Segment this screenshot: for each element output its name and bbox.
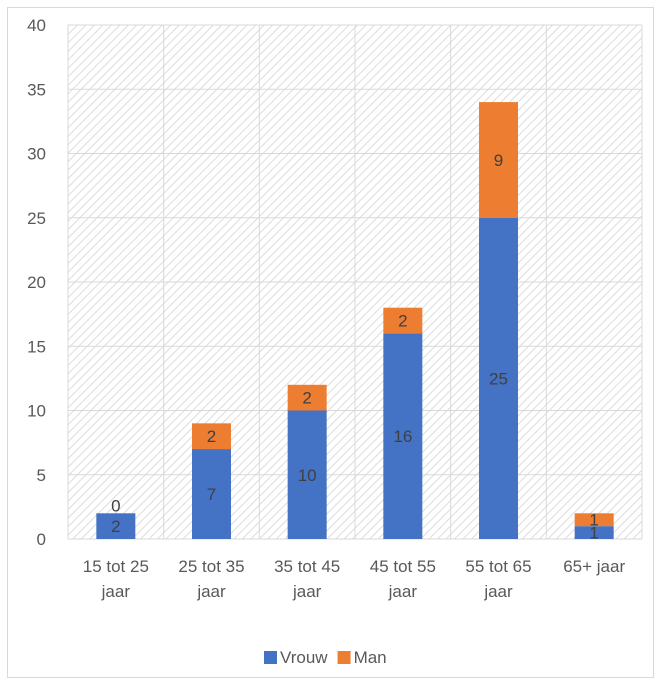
data-label: 0	[111, 496, 120, 515]
gridlines	[67, 24, 643, 540]
data-label: 25	[489, 369, 508, 388]
bar-segment-man	[383, 307, 423, 334]
legend-swatch-vrouw	[264, 651, 277, 664]
data-label: 7	[207, 485, 216, 504]
bar-segment-vrouw	[383, 333, 423, 539]
x-tick-label: jaar	[292, 582, 322, 601]
legend-label-vrouw: Vrouw	[280, 648, 328, 667]
y-tick-label: 10	[27, 402, 46, 421]
data-labels: 2 0 7 2 10 2 16 2 25 9 11	[111, 151, 599, 543]
bar-segment-vrouw	[192, 449, 231, 539]
bar-segment-vrouw	[287, 410, 327, 539]
legend-label-man: Man	[354, 648, 387, 667]
data-label: 1	[589, 511, 598, 530]
x-tick-label: 65+ jaar	[563, 557, 625, 576]
chart-frame	[7, 7, 654, 678]
x-tick-label: 45 tot 55	[370, 557, 436, 576]
x-axis-categories: 15 tot 25 jaar 25 tot 35 jaar 35 tot 45 jaar 4…	[83, 557, 626, 601]
bar-segment-man	[287, 384, 327, 411]
data-label: 2	[302, 389, 311, 408]
bar-segment-vrouw	[574, 526, 614, 539]
bars	[96, 102, 614, 539]
data-label: 16	[393, 427, 412, 446]
y-tick-label: 30	[27, 145, 46, 164]
x-tick-label: jaar	[483, 582, 513, 601]
y-tick-label: 15	[27, 337, 46, 356]
x-tick-label: jaar	[196, 582, 226, 601]
x-tick-label: 15 tot 25	[83, 557, 149, 576]
data-label: 10	[298, 466, 317, 485]
data-label: 2	[398, 312, 407, 331]
x-tick-label: 35 tot 45	[274, 557, 340, 576]
x-tick-label: jaar	[101, 582, 131, 601]
bar-segment-vrouw	[96, 513, 136, 539]
y-tick-label: 20	[27, 273, 46, 292]
bar-segment-man	[192, 423, 231, 450]
x-tick-label: jaar	[388, 582, 418, 601]
y-tick-label: 5	[37, 466, 46, 485]
data-label: 9	[494, 151, 503, 170]
legend-swatch-man	[337, 651, 351, 664]
x-tick-label: 25 tot 35	[178, 557, 244, 576]
data-label: 1	[589, 524, 598, 543]
x-tick-label: 55 tot 65	[465, 557, 531, 576]
data-label: 2	[111, 517, 120, 536]
legend: Vrouw Man	[264, 648, 387, 667]
y-tick-label: 25	[27, 209, 46, 228]
bar-segment-vrouw	[479, 217, 518, 539]
y-tick-label: 35	[27, 80, 46, 99]
bar-segment-man	[479, 102, 518, 218]
y-tick-label: 0	[37, 530, 46, 549]
y-tick-label: 40	[27, 16, 46, 35]
bar-segment-man	[574, 513, 614, 527]
y-axis-ticks: 0 5 10 15 20 25 30 35 40	[27, 16, 46, 549]
data-label: 2	[207, 427, 216, 446]
